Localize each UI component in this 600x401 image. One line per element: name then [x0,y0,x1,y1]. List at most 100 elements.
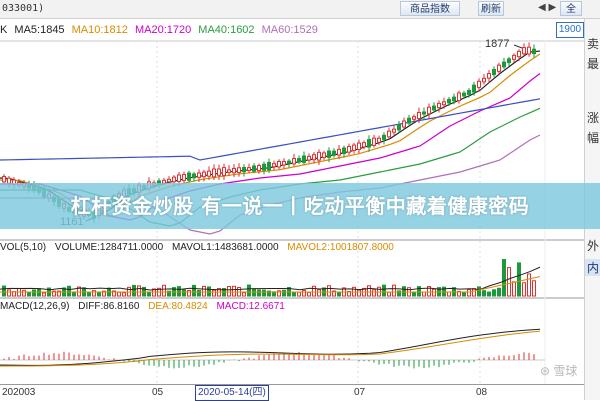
volume-bar [447,291,451,297]
ma5-label: MA5:1845 [14,24,65,36]
candle-body [412,116,416,120]
volume-bar [92,290,96,297]
macd-histogram [3,351,535,369]
candle-body [292,158,296,165]
volume-bar [432,288,436,297]
volume-bar [387,291,391,297]
candle-body [312,154,316,161]
volume-bar [102,290,106,297]
volume-bar [392,284,396,297]
candle-body [317,151,321,161]
volume-bar [162,284,166,297]
volume-bar [422,291,426,297]
volume-bar [402,286,406,297]
x-axis-label: 08 [476,387,488,398]
volume-bar [277,290,281,297]
candle-body [222,167,226,177]
volume-bar [357,289,361,297]
candle-body [182,173,186,181]
candle-body [187,172,191,181]
volume-bars [2,259,536,297]
candle-body [307,155,311,161]
volume-bar [487,291,491,297]
candle-body [377,137,381,143]
high-price-label: 1877 [485,38,510,50]
volume-bar [112,290,116,297]
volume-bar [492,289,496,297]
volume-bar [467,289,471,297]
candle-body [532,48,536,55]
long-ma-line [0,98,541,161]
ma20-label: MA20:1720 [134,24,192,36]
diff-line [0,328,541,366]
nav-arrows-icon[interactable]: ◀ ▶ [538,2,557,13]
dea-value: DEA:80.4824 [148,301,208,312]
volume-bar [512,281,516,297]
volume-bar [147,291,151,297]
candle-body [297,158,301,163]
volume-bar [307,291,311,297]
candle-body [482,77,486,83]
macd-value: MACD:12.6671 [216,301,285,312]
volume-bar [242,292,246,297]
sidebar-item-change[interactable]: 涨 [586,111,599,125]
candle-body [217,168,221,176]
candle-body [302,155,306,163]
volume-ma-lines [0,266,541,293]
sidebar-item-range[interactable]: 幅 [586,131,599,145]
volume-bar [27,291,31,297]
full-button[interactable]: 全 [560,1,582,16]
volume-bar [482,290,486,297]
candle-body [437,102,441,109]
selected-date-label: 2020-05-14(四) [195,385,269,401]
volume-bar [457,290,461,297]
mavol2-line [0,276,541,293]
candle-body [392,128,396,133]
volume-bar [462,291,466,297]
candle-body [342,147,346,155]
sidebar-item-outer[interactable]: 外 [586,239,599,253]
candle-body [357,142,361,151]
macd-params-label: MACD(12,26,9) [0,301,70,312]
candle-body [367,139,371,148]
volume-bar [187,290,191,297]
candle-body [212,168,216,178]
candle-body [512,54,516,60]
candle-body [497,64,501,72]
volume-bar [132,284,136,297]
volume-bar [2,285,6,297]
mavol1-value: MAVOL1:1483681.0000 [171,242,279,253]
candle-body [487,73,491,79]
x-axis-label: 07 [354,387,366,398]
price-axis-box: 1900 [556,22,584,38]
candle-body [272,163,276,168]
candle-body [237,167,241,173]
volume-bar [497,287,501,297]
volume-bar [507,267,511,297]
sidebar-item-inner[interactable]: 内 [585,259,600,276]
volume-legend: VOL(5,10) VOLUME:1284711.0000 MAVOL1:148… [0,240,394,256]
candle-body [467,89,471,95]
headline-banner[interactable]: 杠杆资金炒股 有一说一丨吃动平衡中藏着健康密码 [0,183,600,229]
candle-body [247,167,251,172]
volume-bar [167,290,171,297]
stock-code: 033001) [2,3,45,14]
sidebar-item-latest[interactable]: 最 [586,57,599,71]
candle-body [407,117,411,124]
volume-bar [177,286,181,297]
sidebar-item-sell[interactable]: 卖 [586,37,599,51]
refresh-button[interactable]: 刷新 [478,1,504,16]
macd-lines [0,328,541,367]
candle-body [477,80,481,88]
volume-bar [22,289,26,297]
volume-bar [527,273,531,297]
candle-body [352,144,356,152]
volume-value: VOLUME:1284711.0000 [54,242,164,253]
candle-body [322,152,326,158]
candle-body [287,160,291,164]
candle-body [362,142,366,148]
candle-body [452,96,456,102]
x-axis: 202003 05 2020-05-14(四) 07 08 [0,384,584,401]
tab-commodity-index[interactable]: 商品指数 [400,1,460,16]
candle-body [277,160,281,168]
